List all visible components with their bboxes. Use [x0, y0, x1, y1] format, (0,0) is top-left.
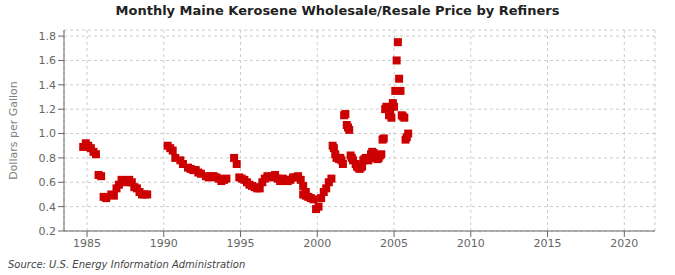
svg-text:0.2: 0.2 — [39, 225, 57, 238]
svg-text:2000: 2000 — [303, 237, 331, 250]
svg-text:0.6: 0.6 — [39, 176, 57, 189]
svg-text:1.2: 1.2 — [39, 103, 57, 116]
svg-text:2010: 2010 — [457, 237, 485, 250]
svg-text:1990: 1990 — [150, 237, 178, 250]
svg-text:1.0: 1.0 — [39, 127, 57, 140]
svg-text:2015: 2015 — [534, 237, 562, 250]
svg-text:2020: 2020 — [610, 237, 638, 250]
svg-text:0.8: 0.8 — [39, 152, 57, 165]
svg-text:2005: 2005 — [380, 237, 408, 250]
svg-text:1.4: 1.4 — [39, 79, 57, 92]
html-text:Monthly Maine Kerosene Wholesa: Monthly Maine Kerosene Wholesale/Resale … — [115, 3, 560, 18]
svg-text:Dollars per Gallon: Dollars per Gallon — [7, 81, 20, 180]
svg-text:1985: 1985 — [73, 237, 101, 250]
svg-text:0.4: 0.4 — [39, 201, 57, 214]
svg-text:1.6: 1.6 — [39, 54, 57, 67]
svg-text:1.8: 1.8 — [39, 30, 57, 43]
svg-text:1995: 1995 — [227, 237, 255, 250]
html-text:Source: U.S. Energy Informatio: Source: U.S. Energy Information Administ… — [8, 259, 246, 270]
